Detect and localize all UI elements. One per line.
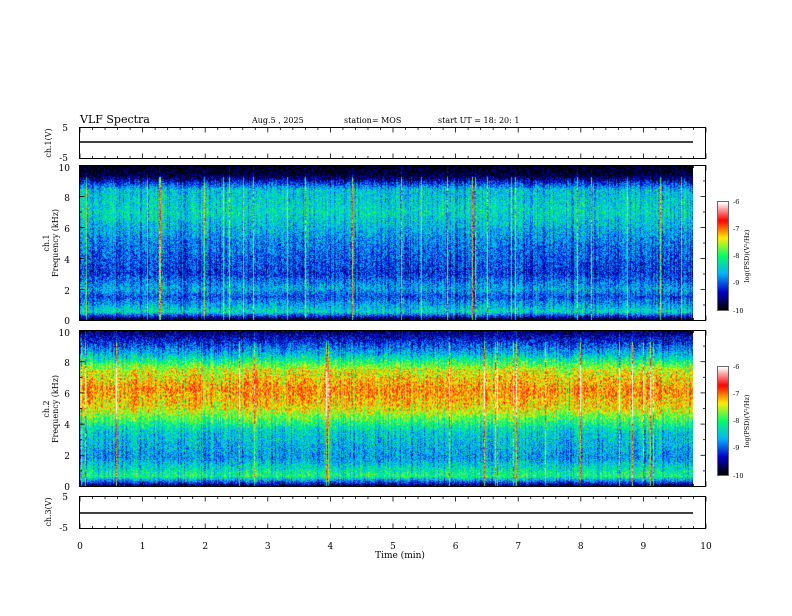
ch2-colorbar-label: log(PSD)(V²/Hz) — [743, 394, 751, 447]
ch1-cbar-tick-m8: -8 — [733, 252, 739, 260]
xtick-6: 6 — [453, 542, 459, 552]
ch2-colorbar-image — [718, 367, 728, 475]
ch3-ytick-bottom: -5 — [59, 524, 68, 534]
xtick-9: 9 — [641, 542, 647, 552]
ch2-frequency-label: Frequency (kHz) — [51, 375, 60, 443]
ch2-spectrogram-ylabel: ch.2 — [42, 400, 51, 417]
ch1-spectrogram-ylabel: ch.1 — [42, 234, 51, 251]
xtick-3: 3 — [265, 542, 271, 552]
ch1-spectrogram-image — [80, 166, 693, 320]
ch1-ytick-8: 8 — [64, 194, 70, 204]
axis-ticks — [79, 127, 707, 529]
ch2-colorbar-frame — [717, 366, 729, 476]
xtick-4: 4 — [328, 542, 334, 552]
ch1-colorbar-image — [718, 202, 728, 310]
ch1-ytick-bottom: -5 — [59, 154, 68, 164]
header-date: Aug.5 , 2025 — [251, 116, 304, 125]
header-station: station= MOS — [344, 116, 401, 125]
xtick-1: 1 — [140, 542, 146, 552]
ch2-cbar-tick-m8: -8 — [733, 417, 739, 425]
ch1-waveform-ylabel: ch.1(V) — [44, 128, 53, 157]
ch2-ytick-2: 2 — [64, 452, 70, 462]
ch1-colorbar-label: log(PSD)(V²/Hz) — [743, 229, 751, 282]
ch1-cbar-tick-m6: -6 — [733, 198, 739, 206]
ch1-ytick-2: 2 — [64, 287, 70, 297]
ch2-cbar-tick-m7: -7 — [733, 390, 739, 398]
ch2-spectrogram-image — [80, 331, 693, 486]
xtick-7: 7 — [515, 542, 521, 552]
x-axis-label: Time (min) — [375, 550, 425, 561]
xtick-8: 8 — [578, 542, 584, 552]
ch1-frequency-label: Frequency (kHz) — [51, 209, 60, 277]
header-start-time: start UT = 18: 20: 1 — [438, 116, 519, 125]
xtick-2: 2 — [202, 542, 208, 552]
ch1-colorbar-frame — [717, 201, 729, 311]
ch1-ytick-4: 4 — [64, 256, 70, 266]
ch1-ytick-10: 10 — [59, 164, 71, 174]
xtick-10: 10 — [700, 542, 712, 552]
ch1-ytick-6: 6 — [64, 225, 70, 235]
ch2-ytick-8: 8 — [64, 359, 70, 369]
ch2-ytick-6: 6 — [64, 390, 70, 400]
ch3-ytick-top: 5 — [62, 493, 68, 503]
ch3-waveform-ylabel: ch.3(V) — [44, 497, 53, 526]
xtick-5: 5 — [390, 542, 396, 552]
ch3-waveform-frame — [79, 496, 706, 529]
ch1-cbar-tick-m9: -9 — [733, 279, 739, 287]
ch1-cbar-tick-m7: -7 — [733, 225, 739, 233]
ch1-ytick-top: 5 — [62, 124, 68, 134]
ch1-waveform-frame — [79, 127, 706, 159]
ch2-cbar-tick-m9: -9 — [733, 444, 739, 452]
ch2-cbar-tick-m6: -6 — [733, 363, 739, 371]
ch1-cbar-tick-m10: -10 — [733, 307, 743, 315]
ch2-cbar-tick-m10: -10 — [733, 472, 743, 480]
ch1-ytick-0: 0 — [64, 317, 70, 327]
ch2-ytick-0: 0 — [64, 483, 70, 493]
xtick-0: 0 — [77, 542, 83, 552]
figure-title: VLF Spectra — [79, 113, 150, 126]
ch2-ytick-10: 10 — [59, 329, 71, 339]
ch2-ytick-4: 4 — [64, 421, 70, 431]
